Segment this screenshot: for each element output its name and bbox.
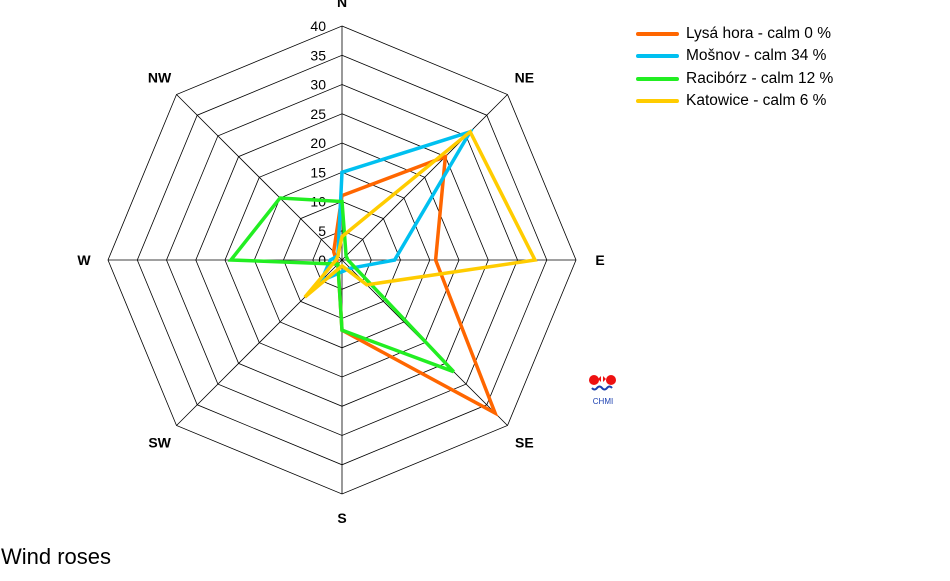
spoke-ne xyxy=(341,94,508,261)
legend-label: Lysá hora - calm 0 % xyxy=(686,25,832,43)
tick-label: 0 xyxy=(318,252,326,268)
legend-label: Mošnov - calm 34 % xyxy=(686,47,827,65)
tick-label: 35 xyxy=(310,47,326,63)
series-line-2 xyxy=(227,196,455,374)
direction-label-e: E xyxy=(595,252,604,268)
legend-item-katowice: Katowice - calm 6 % xyxy=(636,90,833,112)
legend-item-raciborz: Racibórz - calm 12 % xyxy=(636,68,833,90)
tick-label: 15 xyxy=(310,164,326,180)
direction-label-w: W xyxy=(77,252,91,268)
tick-label: 40 xyxy=(310,18,326,34)
series-line-0 xyxy=(331,153,499,417)
series-line-3 xyxy=(303,129,538,299)
spoke-nw xyxy=(176,94,343,261)
direction-label-se: SE xyxy=(515,434,534,450)
legend-swatch xyxy=(636,76,679,81)
series-line-1 xyxy=(317,128,475,285)
legend-swatch xyxy=(636,54,679,59)
direction-label-nw: NW xyxy=(148,70,172,86)
tick-label: 25 xyxy=(310,106,326,122)
legend: Lysá hora - calm 0 % Mošnov - calm 34 % … xyxy=(636,23,833,112)
direction-label-n: N xyxy=(337,0,347,10)
tick-label: 30 xyxy=(310,77,326,93)
tick-label: 5 xyxy=(318,223,326,239)
svg-text:CHMI: CHMI xyxy=(593,397,613,406)
chmi-logo: CHMI xyxy=(589,375,616,406)
legend-label: Katowice - calm 6 % xyxy=(686,92,827,110)
legend-label: Racibórz - calm 12 % xyxy=(686,69,834,87)
direction-label-s: S xyxy=(337,510,346,526)
direction-label-sw: SW xyxy=(148,434,171,450)
legend-item-mosnov: Mošnov - calm 34 % xyxy=(636,45,833,67)
direction-label-ne: NE xyxy=(515,70,534,86)
caption: Wind roses xyxy=(1,544,112,569)
legend-swatch xyxy=(636,32,679,37)
legend-item-lysa-hora: Lysá hora - calm 0 % xyxy=(636,23,833,45)
tick-label: 20 xyxy=(310,135,326,151)
legend-swatch xyxy=(636,99,679,104)
